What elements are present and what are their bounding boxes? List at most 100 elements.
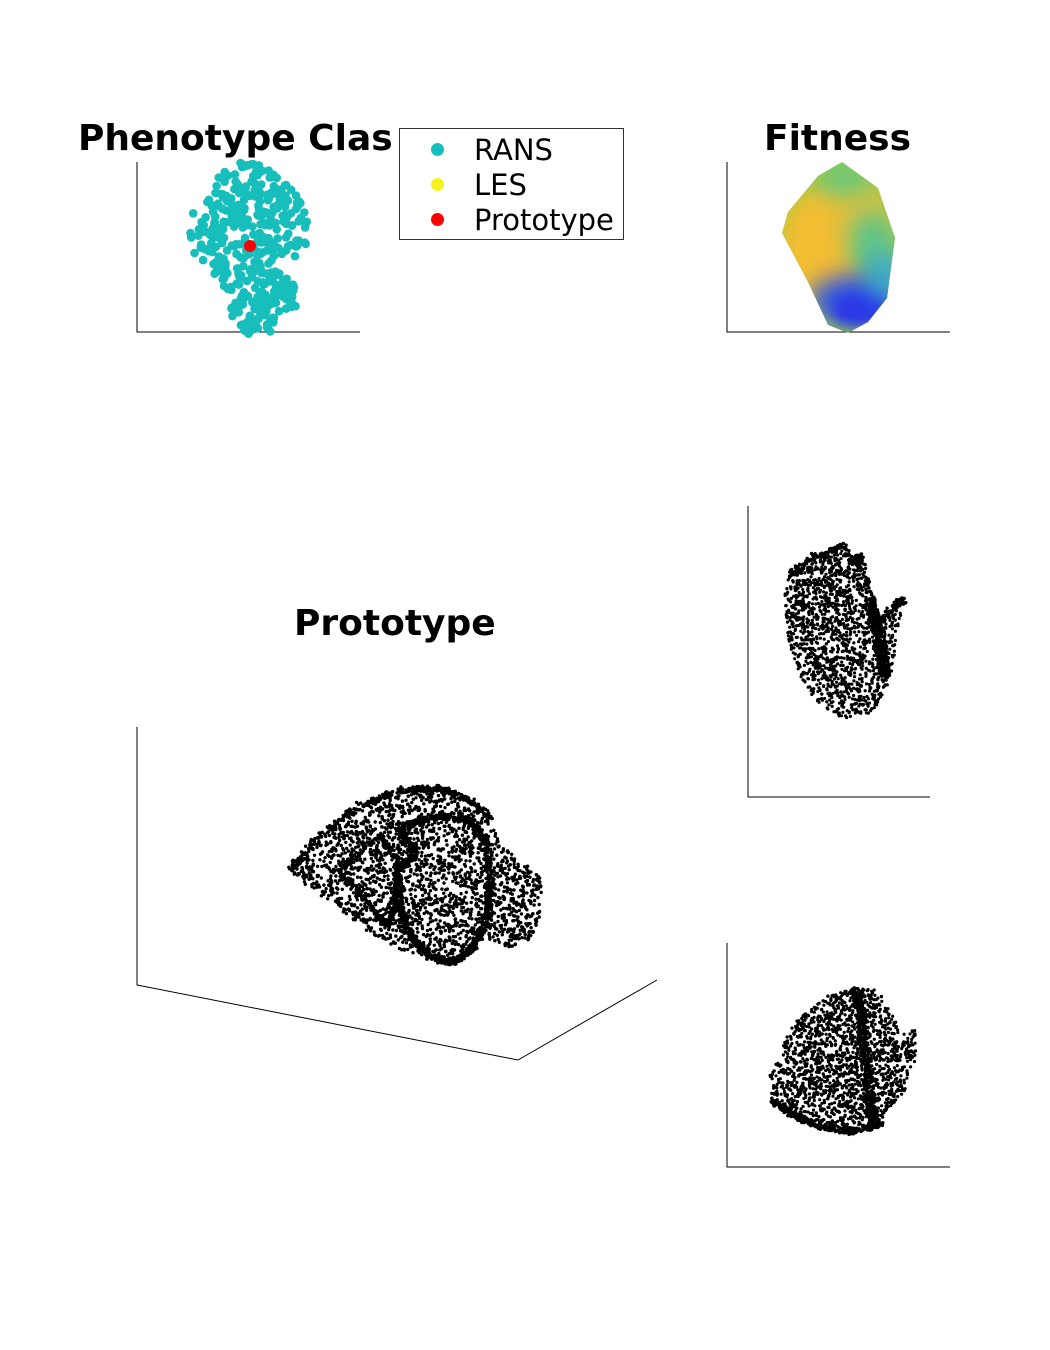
prototype-point	[330, 849, 334, 853]
prototype-point	[365, 887, 369, 891]
prototype-point	[369, 856, 374, 861]
prototype-point	[422, 802, 426, 806]
prototype-point	[441, 908, 445, 912]
prototype-point	[387, 886, 391, 890]
prototype-point	[391, 836, 395, 840]
prototype-point	[356, 868, 360, 872]
prototype-point	[337, 817, 341, 822]
prototype-point	[459, 909, 463, 913]
prototype-point	[421, 884, 426, 888]
prototype-point	[421, 831, 425, 836]
prototype-point	[344, 877, 348, 881]
prototype-point	[490, 923, 494, 927]
prototype-point	[395, 864, 399, 869]
prototype-point	[368, 824, 372, 828]
prototype-point	[437, 827, 441, 831]
prototype-point	[416, 946, 421, 950]
prototype-point	[495, 839, 499, 843]
prototype-point	[417, 920, 421, 925]
prototype-point	[454, 847, 459, 852]
prototype-point	[475, 821, 480, 825]
rans-point	[236, 273, 245, 283]
prototype-point	[378, 820, 383, 825]
prototype-point	[486, 819, 490, 824]
prototype-point	[393, 921, 398, 925]
prototype-point	[531, 877, 536, 882]
prototype-point	[436, 878, 441, 882]
prototype-point	[523, 865, 527, 869]
prototype-point	[498, 882, 503, 887]
prototype-point	[305, 865, 309, 870]
prototype-point	[527, 883, 531, 887]
prototype-point	[521, 870, 525, 874]
rans-point	[284, 229, 293, 238]
prototype-point	[408, 853, 413, 858]
prototype-point	[383, 851, 387, 855]
rans-point	[204, 195, 214, 205]
rans-point	[286, 185, 296, 195]
prototype-point	[354, 884, 358, 888]
prototype-point	[421, 932, 426, 937]
prototype-point	[488, 847, 493, 851]
prototype-point	[450, 941, 454, 946]
prototype-point	[439, 861, 443, 865]
prototype-point	[335, 881, 340, 886]
prototype-point	[452, 924, 456, 928]
prototype-point	[406, 947, 410, 952]
rans-point	[207, 238, 216, 248]
prototype-point	[534, 923, 538, 927]
prototype-point	[503, 866, 507, 870]
prototype-point	[515, 918, 519, 922]
prototype-point	[479, 832, 484, 837]
prototype-point	[429, 799, 433, 803]
prototype-point	[402, 826, 407, 830]
prototype-point	[472, 797, 476, 801]
prototype-point	[463, 882, 467, 886]
rans-point	[300, 238, 310, 247]
prototype-point	[323, 890, 328, 894]
prototype-point	[492, 886, 496, 890]
prototype-point	[360, 885, 364, 889]
prototype-point	[377, 883, 382, 887]
prototype-point	[414, 841, 418, 845]
prototype-point	[352, 903, 357, 907]
prototype-point	[326, 879, 330, 883]
prototype-point	[818, 636, 823, 640]
prototype-point	[531, 930, 535, 934]
prototype-point	[395, 890, 399, 894]
prototype-point	[368, 842, 372, 846]
prototype-point	[421, 940, 426, 945]
prototype-point	[451, 906, 455, 910]
prototype-point	[401, 940, 405, 944]
prototype-point	[433, 937, 437, 941]
prototype-point	[355, 898, 359, 902]
prototype-point	[447, 813, 452, 817]
prototype-point	[532, 883, 536, 888]
prototype-point	[529, 870, 533, 874]
prototype-point	[470, 917, 474, 921]
rans-point	[210, 219, 219, 228]
prototype-point	[346, 907, 351, 911]
prototype-point	[514, 866, 518, 870]
prototype-point	[376, 871, 380, 875]
rans-point	[258, 166, 267, 176]
prototype-point	[532, 903, 536, 907]
rans-point	[233, 180, 243, 190]
rans-point	[186, 233, 196, 242]
prototype-point	[461, 919, 465, 923]
prototype-point	[452, 913, 456, 917]
prototype-point	[505, 876, 510, 880]
prototype-point	[344, 863, 348, 867]
rans-point	[250, 178, 259, 188]
prototype-point	[377, 862, 381, 867]
rans-point	[236, 294, 246, 303]
prototype-point	[831, 624, 835, 628]
prototype-point	[369, 864, 374, 868]
prototype-point	[474, 834, 479, 838]
prototype-point	[409, 892, 413, 897]
prototype-point	[502, 912, 506, 917]
prototype-point	[502, 871, 507, 875]
prototype-point	[336, 887, 340, 891]
rans-point	[222, 191, 231, 201]
rans-point	[223, 284, 233, 294]
